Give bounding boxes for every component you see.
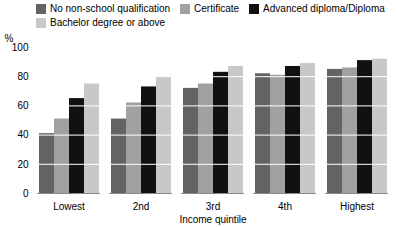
svg-text:40: 40 — [17, 129, 29, 140]
svg-text:3rd: 3rd — [206, 201, 220, 212]
svg-text:0: 0 — [23, 188, 29, 199]
svg-text:60: 60 — [17, 100, 29, 111]
svg-text:Income quintile: Income quintile — [179, 214, 247, 225]
svg-text:Lowest: Lowest — [53, 201, 85, 212]
svg-text:80: 80 — [17, 71, 29, 82]
html-text:Certificate: Certificate — [194, 3, 240, 14]
svg-text:Highest: Highest — [340, 201, 374, 212]
svg-text:%: % — [5, 33, 14, 44]
svg-text:20: 20 — [17, 159, 29, 170]
html-text:No non-school qualification: No non-school qualification — [50, 3, 171, 14]
svg-text:4th: 4th — [278, 201, 292, 212]
html-text:Bachelor degree or above: Bachelor degree or above — [50, 17, 166, 28]
svg-text:2nd: 2nd — [133, 201, 150, 212]
svg-text:100: 100 — [12, 42, 29, 53]
html-text:Advanced diploma/Diploma: Advanced diploma/Diploma — [263, 3, 385, 14]
